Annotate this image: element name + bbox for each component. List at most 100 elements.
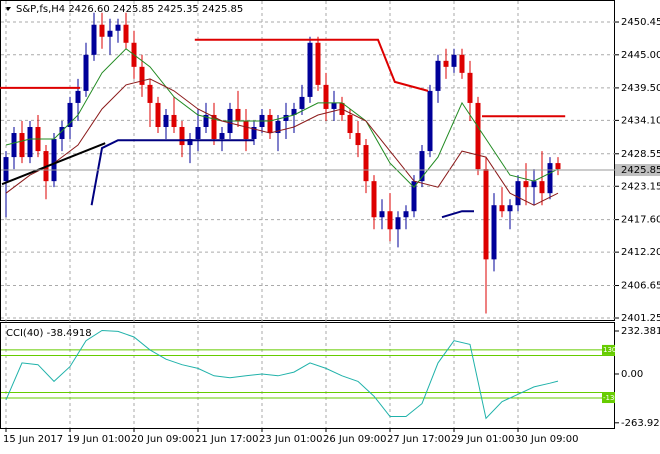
candle-body	[403, 211, 409, 218]
overlay-line	[1, 142, 106, 186]
candle-body	[483, 169, 489, 260]
candle-body	[187, 139, 193, 146]
indicator-title: CCI(40) -38.4918	[6, 328, 92, 339]
candle-body	[139, 66, 145, 85]
candle-body	[531, 181, 537, 188]
main-frame	[0, 0, 615, 321]
candle-body	[275, 120, 281, 134]
candle-body	[211, 114, 217, 140]
candle-body	[267, 114, 273, 134]
candle-body	[499, 205, 505, 212]
y-tick-label: -263.9235	[621, 418, 660, 429]
y-tick-label: 2439.50	[621, 83, 660, 94]
candle-body	[91, 24, 97, 55]
y-tick-label: 2450.45	[621, 17, 660, 28]
level-tag: 130	[602, 344, 616, 355]
level-tag: -130	[602, 393, 619, 404]
candle-body	[99, 24, 105, 37]
candle-body	[171, 114, 177, 128]
candle-body	[59, 127, 65, 140]
candle-body	[123, 24, 129, 43]
level-tag-label: 130	[603, 346, 616, 354]
x-tick-label: 19 Jun 01:00	[67, 434, 131, 445]
candle-body	[315, 42, 321, 85]
overlay-line	[90, 139, 254, 206]
y-tick-label: 2412.20	[621, 247, 660, 258]
last-price-label: 2425.85	[621, 165, 660, 176]
candle-body	[243, 120, 249, 140]
candle-body	[291, 108, 297, 115]
y-tick-label: 0.00	[621, 369, 643, 380]
candle-body	[523, 181, 529, 188]
y-tick-label: 2434.10	[621, 115, 660, 126]
candle-body	[75, 90, 81, 103]
candle-body	[419, 151, 425, 182]
x-tick-label: 21 Jun 17:00	[195, 434, 259, 445]
candle-body	[147, 84, 153, 103]
candle-body	[387, 211, 393, 230]
x-tick-label: 30 Jun 09:00	[515, 434, 579, 445]
candle-body	[331, 102, 337, 109]
y-tick-label: 2445.00	[621, 50, 660, 61]
y-tick-label: 2401.25	[621, 313, 660, 324]
x-tick-label: 23 Jun 01:00	[259, 434, 323, 445]
candle-body	[491, 205, 497, 260]
overlay-line	[194, 38, 429, 92]
candle-body	[27, 127, 33, 158]
candle-body	[451, 54, 457, 67]
level-tag-box	[602, 344, 615, 355]
candle-body	[443, 60, 449, 67]
candle-body	[235, 108, 241, 121]
candle-body	[355, 133, 361, 146]
candle-body	[475, 102, 481, 170]
candle-body	[115, 24, 121, 31]
candle-body	[347, 114, 353, 134]
y-tick-label: 2423.15	[621, 181, 660, 192]
candle-body	[195, 127, 201, 140]
x-tick-label: 26 Jun 09:00	[323, 434, 387, 445]
candle-body	[379, 211, 385, 218]
level-tag-box	[602, 393, 615, 404]
candle-body	[67, 102, 73, 128]
candle-body	[307, 42, 313, 97]
candle-body	[539, 181, 545, 194]
candle-body	[83, 54, 89, 91]
candle-body	[395, 217, 401, 230]
candle-body	[107, 30, 113, 37]
candle-body	[547, 163, 553, 194]
candle-body	[11, 133, 17, 158]
y-tick-label: 2428.55	[621, 149, 660, 160]
candle-body	[51, 139, 57, 182]
overlay-line	[441, 210, 474, 219]
candle-body	[427, 90, 433, 152]
level-tag-label: -130	[603, 394, 619, 402]
indicator-frame	[0, 322, 615, 429]
candle-body	[555, 163, 561, 170]
cci-line	[5, 329, 559, 420]
candle-body	[219, 133, 225, 140]
candle-body	[251, 127, 257, 140]
candle-body	[179, 127, 185, 146]
x-tick-label: 15 Jun 2017	[3, 434, 63, 445]
candle-body	[163, 114, 169, 128]
x-tick-label: 27 Jun 17:00	[387, 434, 451, 445]
candle-body	[371, 181, 377, 218]
x-tick-label: 20 Jun 09:00	[131, 434, 195, 445]
candle-body	[363, 145, 369, 182]
y-tick-label: 2406.65	[621, 281, 660, 292]
candle-body	[507, 205, 513, 212]
candle-body	[155, 102, 161, 128]
candle-body	[19, 133, 25, 158]
y-tick-label: 2417.60	[621, 215, 660, 226]
chart-title: S&P,fs,H4 2426.60 2425.85 2425.35 2425.8…	[16, 4, 243, 15]
last-price-box	[615, 164, 660, 177]
x-tick-label: 29 Jun 01:00	[451, 434, 515, 445]
candle-body	[411, 181, 417, 212]
candle-body	[299, 96, 305, 109]
candle-body	[203, 114, 209, 128]
overlay-line	[5, 48, 559, 188]
overlay-line	[5, 78, 559, 206]
candle-body	[283, 114, 289, 121]
candle-body	[467, 72, 473, 103]
